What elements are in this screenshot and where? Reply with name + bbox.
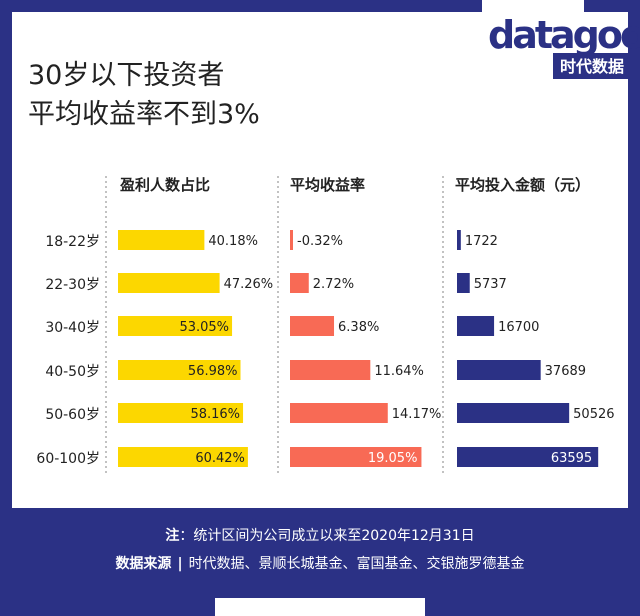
category-label: 30-40岁 [45,320,100,336]
value-label-avg-return: 11.64% [374,364,424,379]
value-label-profit-ratio: 40.18% [208,234,258,249]
value-label-profit-ratio: 56.98% [188,364,238,379]
footer-note: 注：统计区间为公司成立以来至2020年12月31日 [165,527,474,544]
source-divider: | [177,556,182,572]
logo-text: datagoo [488,13,640,57]
header-avg-return: 平均收益率 [290,176,365,194]
chart: 盈利人数占比 平均收益率 平均投入金额（元） 18-22岁 22-30岁 30-40岁 40… [36,176,615,475]
footer-source: 数据来源 | 时代数据、景顺长城基金、富国基金、交银施罗德基金 [115,555,524,572]
title-line-2: 平均收益率不到3% [28,99,260,130]
bar-avg-invest [457,360,541,380]
note-text: ：统计区间为公司成立以来至2020年12月31日 [179,528,474,544]
logo: datagoo 时代数据 [488,13,640,79]
bar-avg-return [290,230,293,250]
bar-profit-ratio [118,316,233,336]
title-line-1: 30岁以下投资者 [28,60,224,91]
category-label: 60-100岁 [36,451,100,467]
logo-subtext: 时代数据 [560,57,624,76]
bar-avg-invest [457,316,495,336]
category-label: 22-30岁 [45,277,100,293]
bar-avg-invest [457,447,599,467]
bar-profit-ratio [118,360,241,380]
value-label-profit-ratio: 60.42% [195,451,245,466]
bar-profit-ratio [118,273,220,293]
value-label-profit-ratio: 58.16% [190,407,240,422]
bar-avg-return [290,360,371,380]
category-label: 50-60岁 [45,407,100,423]
source-text: 时代数据、景顺长城基金、富国基金、交银施罗德基金 [189,555,525,572]
bar-profit-ratio [118,447,248,467]
bar-profit-ratio [118,230,205,250]
value-label-avg-return: 19.05% [368,451,418,466]
bar-avg-return [290,273,309,293]
note-label: 注 [165,527,179,544]
header-profit-ratio: 盈利人数占比 [119,176,210,194]
bar-avg-return [290,447,422,467]
value-label-profit-ratio: 47.26% [224,277,274,292]
category-label: 40-50岁 [45,364,100,380]
value-label-avg-invest: 16700 [498,320,539,335]
content-panel [12,12,628,508]
bar-avg-invest [457,273,470,293]
value-label-avg-invest: 63595 [551,451,592,466]
bar-avg-invest [457,230,461,250]
value-label-avg-return: 14.17% [392,407,442,422]
value-label-avg-invest: 5737 [474,277,507,292]
value-label-avg-return: 6.38% [338,320,379,335]
header-avg-invest: 平均投入金额（元） [455,176,590,194]
value-label-avg-return: 2.72% [313,277,354,292]
bar-avg-invest [457,403,570,423]
bar-profit-ratio [118,403,244,423]
source-label: 数据来源 [115,555,171,572]
value-label-profit-ratio: 53.05% [179,320,229,335]
value-label-avg-return: -0.32% [297,234,343,249]
logo-badge [553,53,631,79]
category-label: 18-22岁 [45,234,100,250]
value-label-avg-invest: 1722 [465,234,498,249]
bottom-notch [215,598,425,616]
value-label-avg-invest: 50526 [573,407,614,422]
value-label-avg-invest: 37689 [545,364,586,379]
bar-avg-return [290,316,335,336]
bar-avg-return [290,403,388,423]
